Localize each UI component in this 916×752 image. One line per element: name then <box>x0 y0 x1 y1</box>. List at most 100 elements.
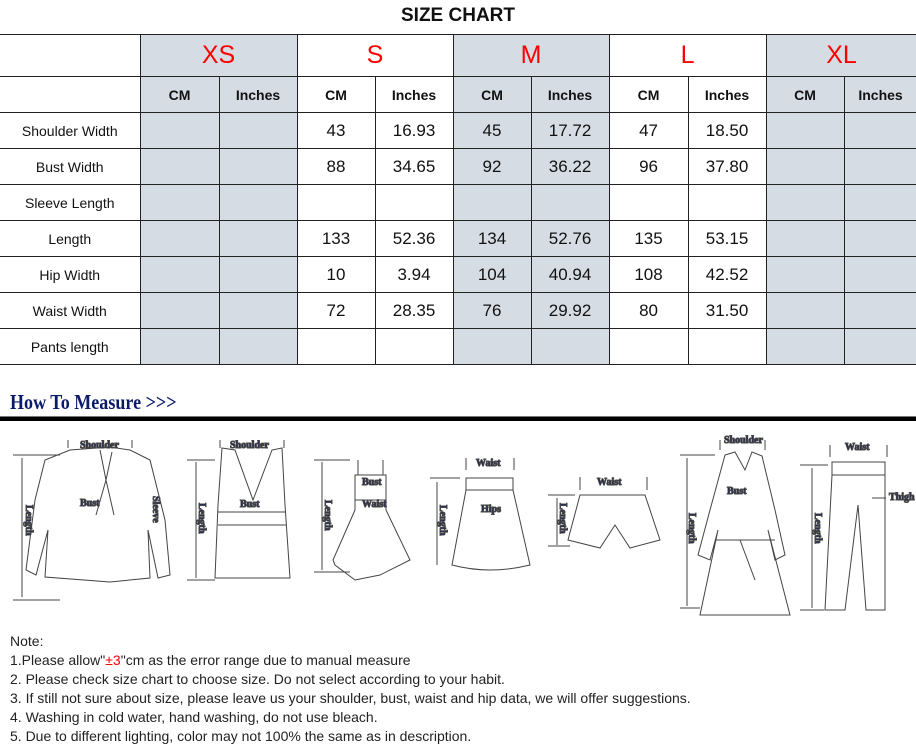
table-cell: 3.94 <box>374 256 454 293</box>
table-cell: 40.94 <box>530 256 610 293</box>
note-1: 1.Please allow"±3"cm as the error range … <box>10 652 411 668</box>
svg-text:Length: Length <box>812 513 823 544</box>
unit-inches: Inches <box>843 76 916 113</box>
coat-illustration: Shoulder Bust Length <box>680 435 791 616</box>
row-label: Shoulder Width <box>0 112 141 149</box>
table-cell <box>139 292 220 329</box>
table-cell <box>687 184 767 221</box>
table-row: Hip Width 10 3.94 104 40.94 108 42.52 <box>0 256 916 293</box>
table-cell <box>218 256 298 293</box>
table-cell <box>139 256 220 293</box>
table-cell <box>765 328 845 365</box>
table-cell: 42.52 <box>687 256 767 293</box>
notes: Note: 1.Please allow"±3"cm as the error … <box>10 632 691 746</box>
table-cell: 104 <box>452 256 532 293</box>
svg-text:Waist: Waist <box>597 477 622 488</box>
svg-text:Shoulder: Shoulder <box>724 435 763 446</box>
note-4: 4. Washing in cold water, hand washing, … <box>10 709 378 725</box>
table-cell: 92 <box>452 148 532 185</box>
table-cell <box>608 184 689 221</box>
svg-text:Length: Length <box>686 513 697 544</box>
svg-text:Bust: Bust <box>240 499 260 510</box>
table-cell <box>765 256 845 293</box>
svg-text:Waist: Waist <box>476 458 501 469</box>
table-cell <box>218 112 298 149</box>
tank-top-illustration: Shoulder Bust Length <box>187 440 291 581</box>
table-cell <box>139 112 220 149</box>
table-row: Sleeve Length <box>0 184 916 221</box>
table-cell: 16.93 <box>374 112 454 149</box>
size-chart-title: SIZE CHART <box>401 5 515 26</box>
table-cell: 31.50 <box>687 292 767 329</box>
table-cell <box>374 328 454 365</box>
table-cell <box>218 328 298 365</box>
table-cell <box>765 292 845 329</box>
table-cell: 43 <box>296 112 376 149</box>
dress-illustration: Bust Waist Length <box>314 459 411 581</box>
table-cell <box>843 256 916 293</box>
table-row: Bust Width 88 34.65 92 36.22 96 37.80 <box>0 148 916 185</box>
table-cell <box>687 328 767 365</box>
table-cell <box>843 328 916 365</box>
table-cell <box>765 220 845 257</box>
table-cell <box>765 148 845 185</box>
unit-cm: CM <box>765 76 845 113</box>
table-cell: 80 <box>608 292 689 329</box>
table-cell: 88 <box>296 148 376 185</box>
unit-inches: Inches <box>687 76 767 113</box>
table-cell <box>530 184 610 221</box>
table-cell: 47 <box>608 112 689 149</box>
table-cell <box>843 112 916 149</box>
unit-cm: CM <box>139 76 220 113</box>
size-xs: XS <box>139 34 298 77</box>
table-cell: 34.65 <box>374 148 454 185</box>
table-cell <box>139 220 220 257</box>
table-cell: 76 <box>452 292 532 329</box>
table-row: Pants length <box>0 328 916 365</box>
svg-text:Length: Length <box>557 503 568 534</box>
table-cell: 72 <box>296 292 376 329</box>
table-cell <box>765 184 845 221</box>
table-cell: 37.80 <box>687 148 767 185</box>
size-header-row: XS S M L XL <box>0 34 916 77</box>
unit-inches: Inches <box>374 76 454 113</box>
table-cell: 29.92 <box>530 292 610 329</box>
unit-inches: Inches <box>218 76 298 113</box>
row-label: Pants length <box>0 328 141 365</box>
table-cell <box>218 184 298 221</box>
table-cell: 28.35 <box>374 292 454 329</box>
table-row: Length 133 52.36 134 52.76 135 53.15 <box>0 220 916 257</box>
svg-text:Bust: Bust <box>80 498 100 509</box>
svg-text:Hips: Hips <box>481 504 501 515</box>
table-cell <box>139 184 220 221</box>
table-cell <box>608 328 689 365</box>
table-cell: 53.15 <box>687 220 767 257</box>
table-cell: 17.72 <box>530 112 610 149</box>
note-2: 2. Please check size chart to choose siz… <box>10 671 505 687</box>
table-cell: 45 <box>452 112 532 149</box>
table-cell <box>530 328 610 365</box>
table-cell <box>296 328 376 365</box>
table-cell: 134 <box>452 220 532 257</box>
size-l: L <box>608 34 767 77</box>
table-cell: 135 <box>608 220 689 257</box>
table-cell <box>296 184 376 221</box>
unit-cm: CM <box>452 76 532 113</box>
size-s: S <box>296 34 454 77</box>
note-3: 3. If still not sure about size, please … <box>10 690 691 706</box>
table-cell: 96 <box>608 148 689 185</box>
row-label: Waist Width <box>0 292 141 329</box>
svg-text:Waist: Waist <box>845 442 870 453</box>
skirt-illustration: Waist Hips Length <box>430 458 531 571</box>
table-cell <box>139 328 220 365</box>
table-cell <box>765 112 845 149</box>
table-row: Shoulder Width 43 16.93 45 17.72 47 18.50 <box>0 112 916 149</box>
table-row: Waist Width 72 28.35 76 29.92 80 31.50 <box>0 292 916 329</box>
size-chart-table: XS S M L XL CM Inches CM Inches CM Inches C… <box>0 34 916 365</box>
table-cell <box>218 220 298 257</box>
size-xl: XL <box>765 34 916 77</box>
row-label: Hip Width <box>0 256 141 293</box>
svg-text:Length: Length <box>23 505 34 536</box>
svg-text:Length: Length <box>196 503 207 534</box>
unit-inches: Inches <box>530 76 610 113</box>
